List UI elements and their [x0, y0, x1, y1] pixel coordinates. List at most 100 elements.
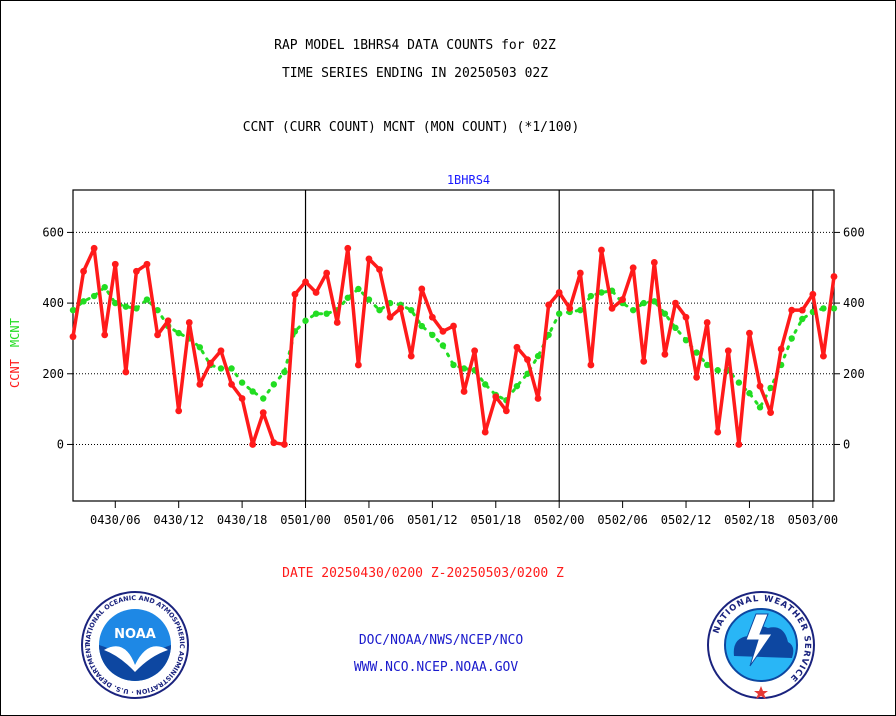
ccnt-point — [354, 361, 362, 369]
ccnt-point — [323, 269, 331, 277]
ccnt-point — [650, 259, 658, 266]
y-tick-label-left: 600 — [42, 225, 64, 239]
ccnt-point — [439, 327, 447, 335]
ccnt-point — [524, 356, 531, 364]
ccnt-point — [238, 395, 246, 402]
mcnt-point — [703, 361, 711, 369]
ccnt-point — [280, 441, 288, 448]
ccnt-point — [386, 313, 394, 321]
ccnt-point — [418, 285, 426, 293]
mcnt-point — [429, 331, 436, 339]
mcnt-point — [249, 388, 256, 395]
ccnt-point — [291, 290, 299, 298]
ccnt-point — [746, 329, 753, 337]
mcnt-point — [820, 305, 827, 312]
x-tick-label: 0501/06 — [344, 513, 395, 527]
x-tick-label: 0501/00 — [280, 513, 331, 527]
ccnt-point — [714, 428, 722, 436]
mcnt-point — [196, 344, 204, 351]
ccnt-point — [333, 319, 341, 326]
mcnt-point — [746, 390, 753, 397]
ccnt-point — [111, 260, 119, 268]
mcnt-point — [767, 384, 774, 392]
mcnt-point — [439, 342, 447, 349]
mcnt-point — [365, 296, 373, 303]
x-tick-label: 0502/12 — [661, 513, 712, 527]
mcnt-point — [228, 365, 235, 372]
x-tick-label: 0502/06 — [597, 513, 648, 527]
mcnt-point — [555, 310, 563, 317]
ccnt-point — [830, 273, 838, 280]
ccnt-point — [798, 306, 806, 314]
mcnt-point — [133, 305, 140, 312]
ccnt-point — [608, 304, 616, 312]
ccnt-point — [693, 373, 700, 381]
x-tick-label: 0501/18 — [470, 513, 521, 527]
ccnt-point — [376, 266, 383, 273]
mcnt-point — [355, 285, 362, 293]
mcnt-point — [587, 292, 595, 300]
ccnt-point — [481, 428, 489, 436]
ccnt-point — [207, 359, 214, 367]
ccnt-point — [724, 347, 732, 355]
ccnt-point — [302, 278, 309, 286]
chart-title-line2: TIME SERIES ENDING IN 20250503 02Z — [281, 66, 549, 81]
footer-website-link[interactable]: WWW.NCO.NCEP.NOAA.GOV — [353, 660, 519, 675]
y-axis-label-ccnt: CCNT — [8, 359, 22, 388]
ccnt-point — [756, 382, 764, 390]
ccnt-point — [185, 319, 193, 326]
plot-area-border — [72, 189, 835, 502]
ccnt-point — [164, 317, 172, 325]
x-tick-label: 0430/12 — [153, 513, 204, 527]
mcnt-point — [534, 352, 542, 360]
ccnt-point — [365, 255, 373, 263]
mcnt-point — [302, 317, 309, 324]
plot-title: 1BHRS4 — [447, 173, 490, 187]
ccnt-point — [471, 347, 479, 355]
ccnt-point — [217, 347, 225, 355]
ccnt-point — [534, 395, 542, 402]
mcnt-point — [376, 306, 383, 314]
ccnt-point — [629, 264, 637, 272]
y-tick-label-right: 600 — [843, 225, 865, 239]
ccnt-point — [270, 439, 278, 447]
ccnt-point — [450, 322, 457, 330]
mcnt-point — [577, 306, 584, 314]
chart-title-line1: RAP MODEL 1BHRS4 DATA COUNTS for 02Z — [274, 38, 556, 53]
ccnt-point — [809, 290, 817, 298]
mcnt-point — [408, 306, 415, 314]
ccnt-point — [566, 304, 574, 312]
mcnt-point — [640, 299, 647, 307]
mcnt-point — [672, 324, 679, 332]
ccnt-point — [672, 299, 679, 307]
mcnt-point — [482, 381, 489, 388]
x-tick-label: 0501/12 — [407, 513, 458, 527]
ccnt-point — [820, 352, 827, 360]
mcnt-point — [450, 361, 457, 369]
mcnt-point — [629, 306, 637, 314]
ccnt-point — [228, 380, 235, 388]
mcnt-point — [682, 336, 690, 344]
mcnt-point — [799, 315, 806, 323]
ccnt-point — [196, 380, 204, 388]
y-tick-label-left: 400 — [42, 296, 64, 310]
ccnt-point — [175, 407, 183, 415]
ccnt-point — [587, 361, 595, 369]
ccnt-point — [703, 319, 711, 326]
chart-subtitle: CCNT (CURR COUNT) MCNT (MON COUNT) (*1/1… — [242, 120, 580, 135]
ccnt-point — [682, 313, 690, 321]
mcnt-point — [830, 305, 838, 312]
mcnt-point — [598, 289, 605, 296]
mcnt-point — [281, 368, 288, 376]
footer-agency-path[interactable]: DOC/NOAA/NWS/NCEP/NCO — [358, 633, 524, 648]
x-tick-label: 0502/00 — [534, 513, 585, 527]
ccnt-point — [122, 368, 130, 376]
mcnt-point — [112, 299, 119, 307]
ccnt-point — [777, 345, 785, 353]
ccnt-point — [598, 246, 605, 254]
mcnt-point — [270, 381, 278, 388]
ccnt-series-line — [71, 246, 836, 447]
ccnt-point — [767, 409, 774, 417]
ccnt-point — [69, 333, 77, 341]
ccnt-point — [428, 313, 436, 321]
